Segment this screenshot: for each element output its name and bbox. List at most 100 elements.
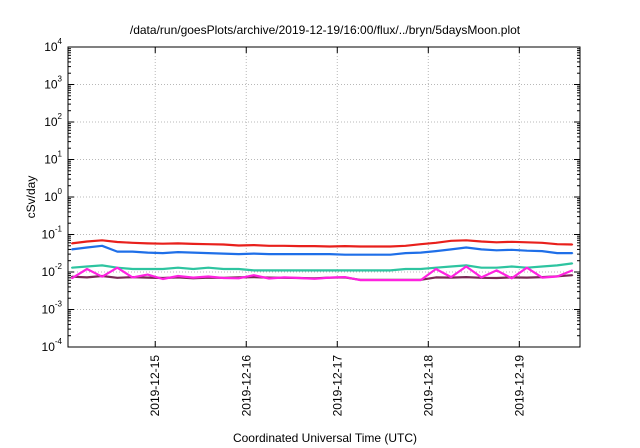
y-axis-title: cSv/day (24, 176, 38, 219)
data-point (116, 250, 119, 253)
data-point (571, 269, 574, 272)
data-point (495, 249, 498, 252)
data-point (450, 248, 452, 251)
data-point (465, 239, 468, 242)
data-point (146, 251, 149, 254)
data-point (404, 245, 407, 247)
data-point (328, 245, 331, 248)
data-point (526, 266, 528, 269)
data-point (101, 239, 103, 242)
data-point (283, 253, 286, 255)
data-point (404, 279, 407, 281)
data-point (541, 250, 543, 252)
data-point (116, 241, 119, 243)
data-point (389, 279, 392, 281)
data-point (162, 242, 164, 245)
y-tick-label: 102 (44, 112, 62, 129)
series-line-4 (71, 239, 573, 248)
data-point (419, 251, 422, 254)
data-point (192, 276, 194, 279)
data-point (541, 242, 543, 244)
x-tick-label: 2019-12-18 (421, 355, 435, 417)
data-point (131, 268, 134, 270)
data-point (298, 253, 301, 255)
data-point (298, 269, 301, 272)
data-point (116, 277, 119, 279)
data-point (177, 266, 179, 269)
data-point (146, 276, 149, 279)
y-tick-label: 10-4 (42, 337, 63, 354)
data-point (556, 252, 558, 254)
data-point (389, 253, 392, 256)
data-point (268, 253, 270, 255)
data-point (435, 250, 437, 252)
data-point (526, 249, 528, 252)
data-point (359, 253, 361, 256)
data-point (268, 269, 270, 272)
data-point (101, 245, 103, 247)
data-point (465, 265, 468, 268)
series-group (71, 239, 574, 282)
data-point (374, 253, 377, 256)
data-point (131, 250, 134, 253)
data-point (86, 265, 88, 268)
y-tick-label: 10-2 (42, 262, 63, 279)
data-point (389, 269, 392, 272)
data-point (359, 245, 361, 248)
series-line-2 (71, 262, 573, 272)
data-point (480, 276, 483, 279)
data-point (344, 245, 346, 247)
x-tick-label: 2019-12-17 (330, 355, 344, 417)
data-point (344, 269, 346, 272)
data-point (480, 248, 483, 251)
data-point (374, 269, 377, 272)
data-point (328, 269, 331, 272)
data-point (253, 276, 255, 278)
data-point (571, 262, 574, 265)
data-point (207, 252, 210, 254)
data-point (177, 251, 179, 253)
data-point (526, 276, 528, 279)
data-point (222, 252, 225, 255)
data-point (419, 268, 422, 270)
data-point (419, 279, 422, 281)
data-point (298, 277, 301, 279)
data-point (237, 277, 240, 280)
x-tick-label: 2019-12-15 (148, 355, 162, 417)
data-point (253, 252, 255, 255)
x-tick-label: 2019-12-16 (239, 355, 253, 417)
data-point (404, 268, 407, 270)
y-tick-label: 100 (44, 187, 62, 204)
data-point (162, 252, 164, 254)
data-point (404, 252, 407, 254)
data-point (268, 245, 270, 247)
data-point (571, 243, 574, 246)
data-point (86, 240, 88, 243)
data-point (495, 277, 498, 279)
data-point (268, 277, 270, 280)
data-point (146, 268, 149, 270)
data-point (283, 269, 286, 272)
data-point (283, 276, 286, 279)
data-point (283, 245, 286, 247)
data-point (328, 253, 331, 255)
data-point (313, 245, 316, 247)
data-point (313, 253, 316, 255)
data-point (571, 274, 574, 277)
data-point (162, 268, 164, 270)
data-point (253, 274, 255, 277)
data-point (177, 275, 179, 277)
data-point (571, 252, 574, 254)
data-point (313, 278, 316, 280)
data-point (86, 268, 88, 270)
data-point (510, 265, 513, 268)
data-point (71, 248, 73, 251)
data-point (465, 276, 468, 278)
data-point (495, 266, 498, 269)
data-point (222, 268, 225, 270)
data-point (510, 249, 513, 251)
data-point (450, 240, 452, 242)
data-point (435, 242, 437, 244)
grid (68, 47, 580, 347)
